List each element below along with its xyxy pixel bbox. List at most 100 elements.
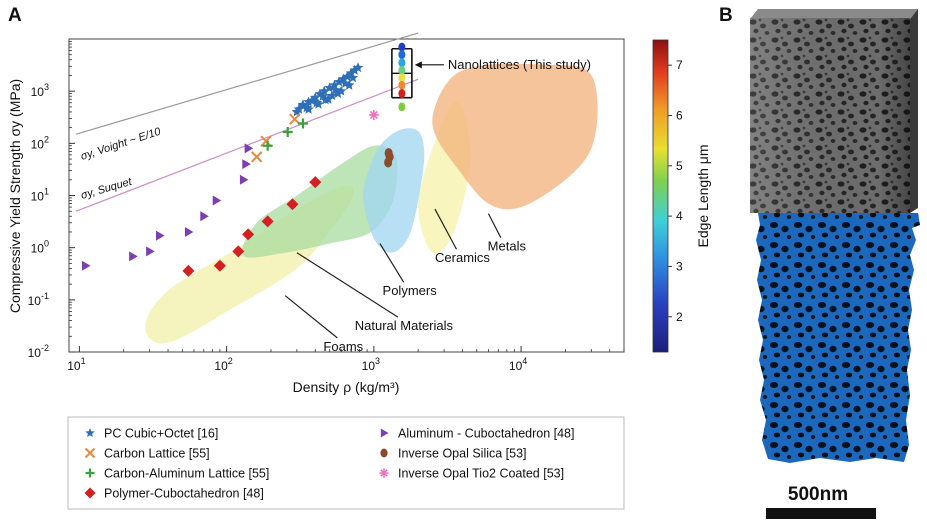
x-tick-base: 10 <box>214 359 228 373</box>
colorbar: 2 3 4 5 6 7 Edge Length μm <box>652 39 711 353</box>
pointer-polymers <box>379 243 405 283</box>
y-tick-base: 10 <box>31 85 45 99</box>
colorbar-tick-label: 7 <box>676 58 683 72</box>
legend-box <box>67 416 625 510</box>
foam-side-face <box>910 9 918 213</box>
x-tick-exp: 2 <box>228 356 233 366</box>
nanolattice-point <box>398 65 406 75</box>
x-tick-label: 101 <box>67 356 85 373</box>
legend-entry-label: Polymer-Cuboctahedron [48] <box>104 487 264 501</box>
legend-marker <box>85 428 95 437</box>
y-tick-exp: 1 <box>44 187 49 197</box>
scale-bar-label: 500nm <box>788 484 848 505</box>
nanolattice-point <box>398 89 406 99</box>
series-0-point <box>329 79 340 90</box>
series-4-point <box>155 230 165 241</box>
bound-line-voight <box>75 32 419 135</box>
x-axis-ticks: 101 102 103 104 <box>67 346 625 373</box>
series-0-point <box>324 82 335 93</box>
nanolattice-point <box>398 73 406 83</box>
y-tick-label: 101 <box>31 187 49 204</box>
colorbar-tick-label: 3 <box>676 259 683 273</box>
y-tick-label: 102 <box>31 134 49 151</box>
nanolattice-group: Nanolattices (This study) <box>391 42 591 112</box>
series-3-point <box>213 259 226 272</box>
y-axis-title: Compressive Yield Strength σy (MPa) <box>7 79 23 313</box>
y-tick-label: 103 <box>31 82 49 99</box>
series-2-point <box>262 140 273 151</box>
series-4-point <box>242 159 251 170</box>
panel-a-label: A <box>8 5 22 26</box>
colorbar-tick-label: 2 <box>676 310 683 324</box>
series-6-point <box>368 109 379 120</box>
x-tick-label: 102 <box>214 356 232 373</box>
foam-block <box>750 9 920 463</box>
plot-area: Nanolattices (This study) 101 102 103 104 1… <box>28 32 625 373</box>
series-0-point <box>342 71 353 82</box>
pointer-foams <box>284 295 338 339</box>
data-markers <box>81 62 394 277</box>
x-tick-label: 103 <box>362 356 380 373</box>
series-4-point <box>200 211 209 222</box>
series-0-point <box>323 93 334 104</box>
x-tick-exp: 4 <box>522 356 527 366</box>
series-3-point <box>182 264 195 277</box>
series-0-point <box>352 62 364 73</box>
foam-top-face <box>750 9 918 19</box>
legend-marker <box>380 428 389 438</box>
series-0-point <box>306 95 318 106</box>
colorbar-label: Edge Length μm <box>695 144 711 247</box>
nanolattice-label: Nanolattices (This study) <box>448 57 591 72</box>
y-tick-label: 10-1 <box>28 291 49 308</box>
series-0-point <box>347 72 359 83</box>
series-0-point <box>301 102 312 113</box>
region-metals <box>432 63 598 210</box>
x-tick-exp: 3 <box>375 356 380 366</box>
series-0-point <box>333 76 345 87</box>
y-tick-base: 10 <box>28 294 42 308</box>
y-tick-exp: 2 <box>44 134 49 144</box>
x-tick-base: 10 <box>509 359 523 373</box>
x-axis-title: Density ρ (kg/m³) <box>293 379 400 395</box>
series-0-point <box>311 97 323 108</box>
x-tick-base: 10 <box>67 359 81 373</box>
legend-marker <box>84 487 96 499</box>
series-0-point <box>293 103 305 114</box>
legend-entry-label: Carbon-Aluminum Lattice [55] <box>104 467 269 481</box>
panel-b-label: B <box>719 5 733 26</box>
series-3-point <box>232 245 245 258</box>
series-4-point <box>81 260 91 271</box>
series-0-point <box>349 64 360 75</box>
series-0-point <box>338 73 349 84</box>
colorbar-tick-label: 5 <box>676 159 683 173</box>
region-label-ceramics: Ceramics <box>435 250 490 265</box>
y-tick-exp: -2 <box>41 343 49 353</box>
foam-blue-section <box>756 213 920 463</box>
material-regions <box>145 63 598 344</box>
nanolattice-point <box>398 58 406 68</box>
x-tick-label: 104 <box>509 356 527 373</box>
nanolattice-point <box>398 42 406 52</box>
y-tick-exp: -1 <box>41 291 49 301</box>
y-tick-exp: 3 <box>44 82 49 92</box>
x-tick-exp: 1 <box>81 356 86 366</box>
series-3-point <box>261 215 274 228</box>
series-0-point <box>340 78 351 88</box>
y-tick-base: 10 <box>31 137 45 151</box>
legend-entry-label: PC Cubic+Octet [16] <box>104 427 218 441</box>
series-4-point <box>244 143 254 154</box>
region-natural-materials <box>242 145 398 258</box>
colorbar-tick-label: 6 <box>676 108 683 122</box>
scale-bar-rect <box>766 508 876 519</box>
nanolattice-point <box>398 102 406 112</box>
legend-entry-label: Aluminum - Cuboctahedron [48] <box>398 427 574 441</box>
legend: PC Cubic+Octet [16] Carbon Lattice [55] Ca… <box>67 416 625 510</box>
series-3-point <box>309 176 322 189</box>
series-2-point <box>297 118 308 129</box>
nanolattice-point <box>398 80 406 90</box>
legend-entry-label: Inverse Opal Silica [53] <box>398 447 527 461</box>
series-0-point <box>314 88 326 99</box>
series-1-point <box>250 151 263 163</box>
